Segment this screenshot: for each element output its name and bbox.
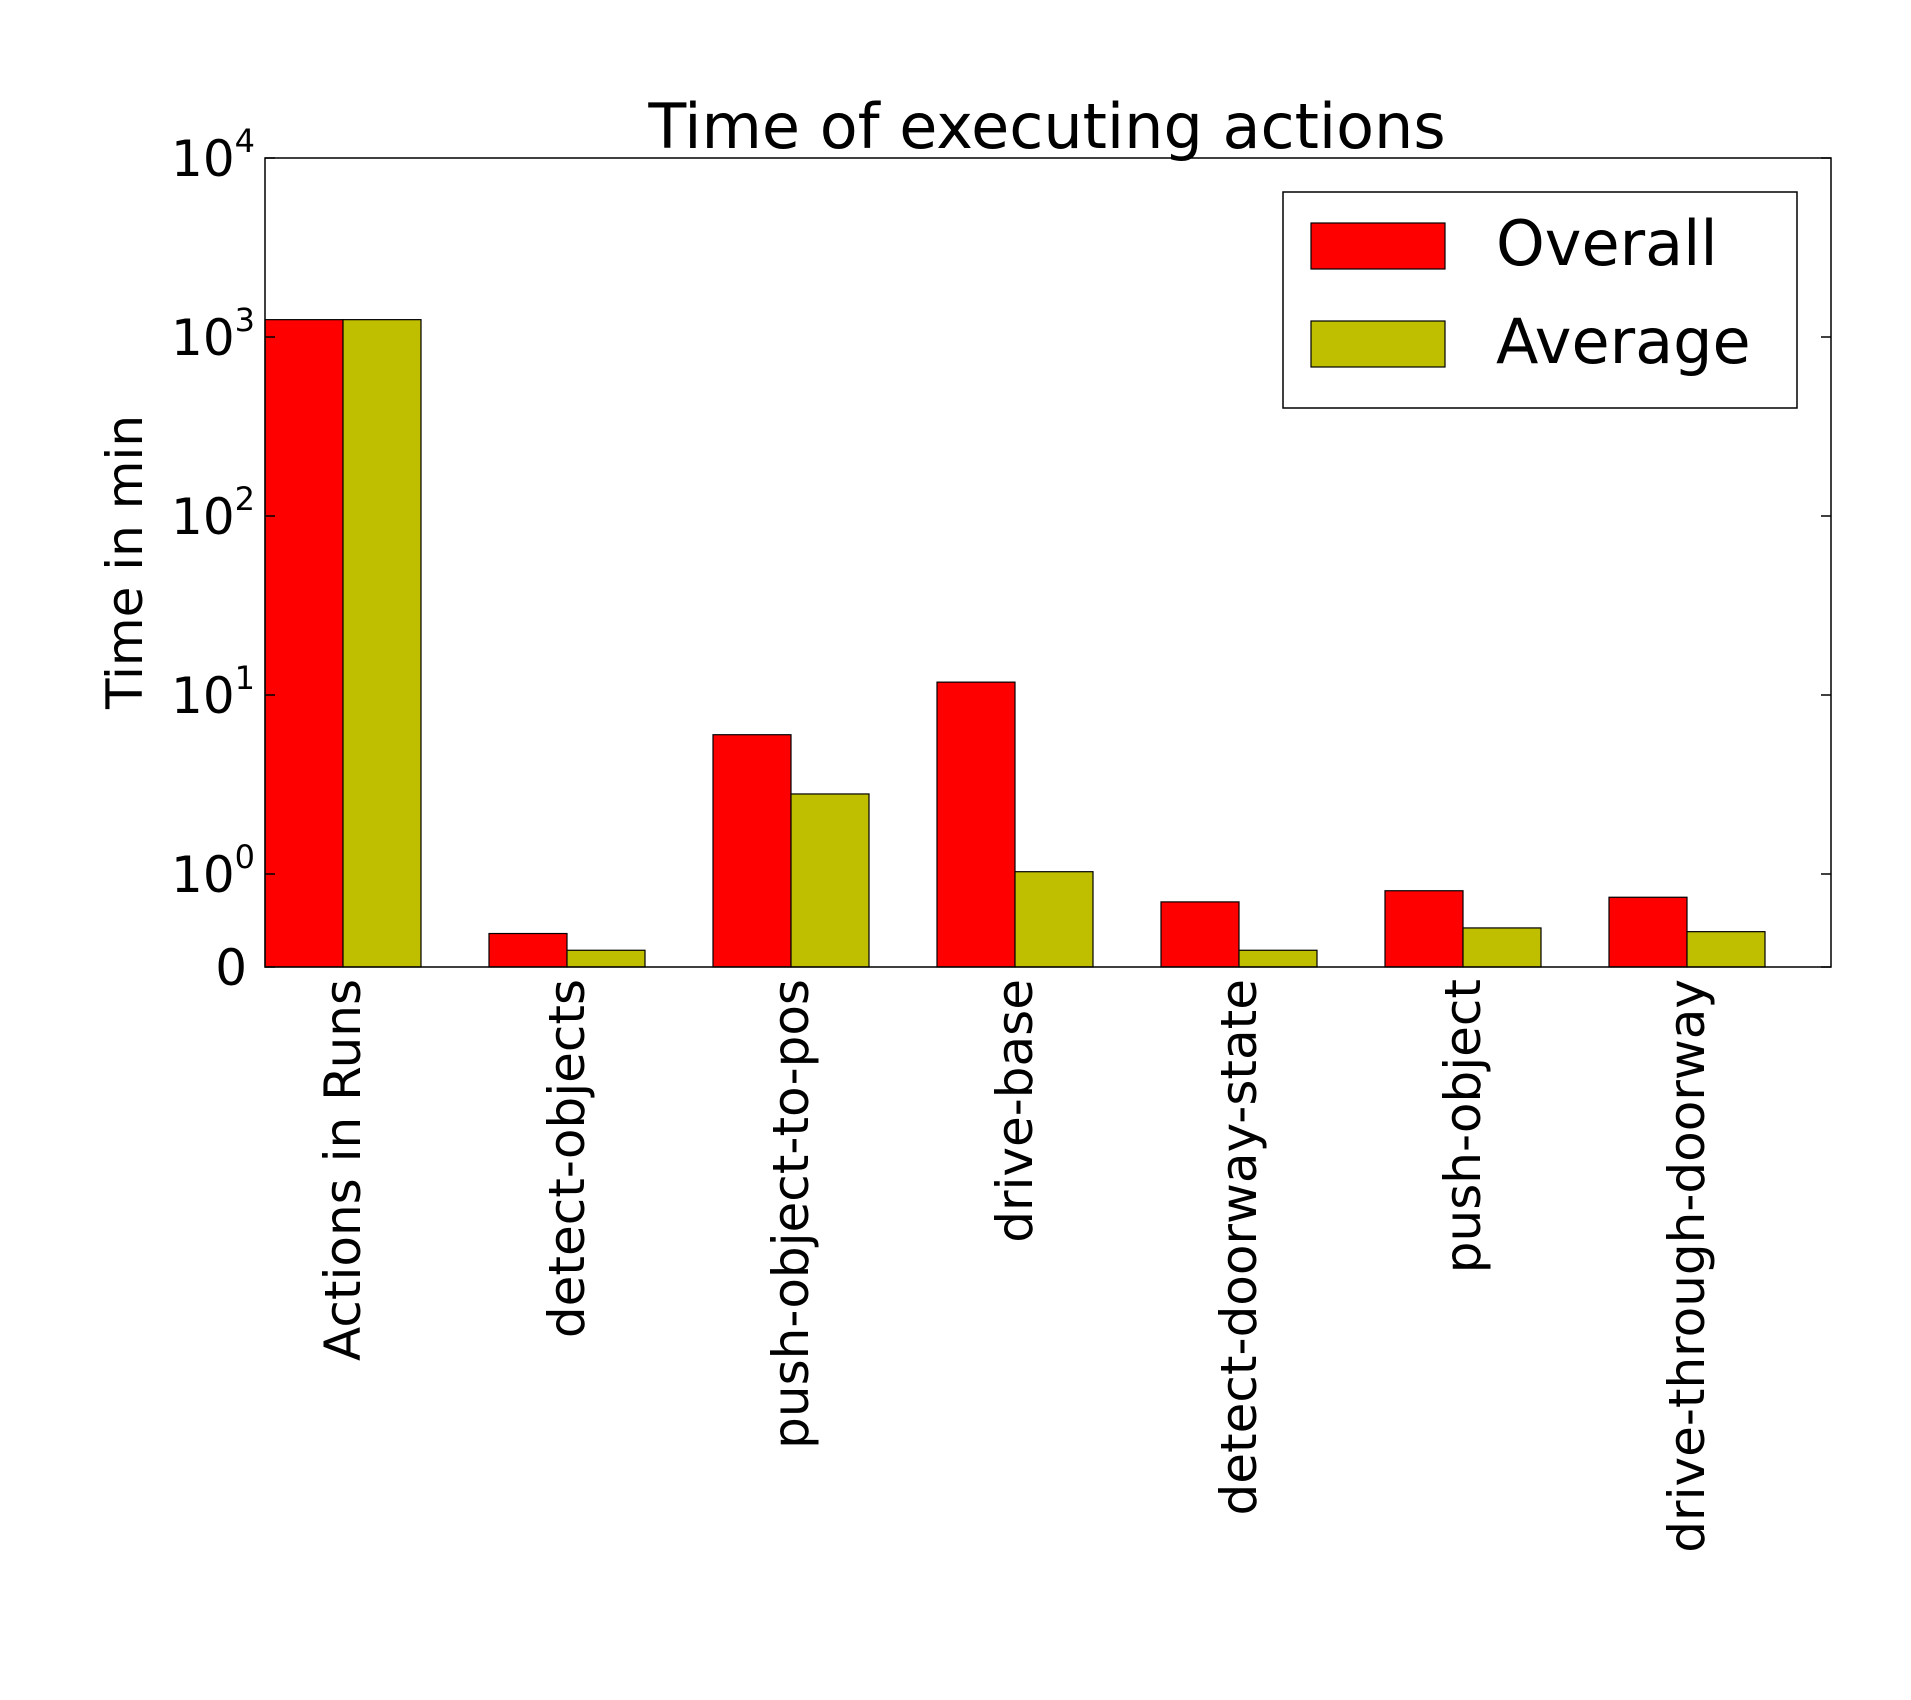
bars-layer: Actions in Runs detect-objects push-object…: [264, 319, 1766, 1553]
y-tick-base: 10: [171, 130, 235, 188]
y-tick-label-1: 100: [171, 838, 255, 904]
bar-average-6: [1686, 931, 1766, 968]
legend-label-overall: Overall: [1496, 207, 1718, 280]
legend-swatch-average: [1310, 320, 1446, 368]
y-tick-base: 10: [171, 309, 235, 367]
y-tick-exponent: 1: [235, 659, 255, 697]
chart-title: Time of executing actions: [647, 90, 1445, 163]
y-tick-exponent: 0: [235, 838, 255, 876]
y-tick-exponent: 2: [235, 480, 255, 518]
y-tick-label-3: 102: [171, 480, 255, 546]
legend-label-average: Average: [1496, 305, 1751, 378]
bar-overall-4: [1160, 901, 1240, 968]
y-tick-label-0: 0: [215, 939, 247, 997]
x-tick-label-2: push-object-to-pos: [762, 979, 820, 1449]
x-tick-label-1: detect-objects: [538, 979, 596, 1338]
bar-average-5: [1462, 927, 1542, 968]
x-tick-label-3: drive-base: [986, 979, 1044, 1243]
legend-swatch-overall: [1310, 222, 1446, 270]
y-tick-base: 0: [215, 939, 247, 997]
x-tick-label-6: drive-through-doorway: [1658, 979, 1716, 1553]
bar-average-4: [1238, 949, 1318, 968]
y-tick-base: 10: [171, 846, 235, 904]
y-tick-base: 10: [171, 667, 235, 725]
bar-overall-0: [264, 319, 344, 968]
plot-area-frame: [264, 157, 1832, 968]
y-tick-base: 10: [171, 488, 235, 546]
bar-overall-5: [1384, 890, 1464, 968]
bar-average-2: [790, 793, 870, 968]
y-tick-label-5: 104: [171, 122, 255, 188]
y-tick-label-4: 103: [171, 301, 255, 367]
bar-overall-3: [936, 681, 1016, 968]
x-tick-label-4: detect-doorway-state: [1210, 979, 1268, 1515]
bar-overall-2: [712, 734, 792, 968]
bar-overall-6: [1608, 896, 1688, 968]
legend: Overall Average: [1282, 191, 1798, 409]
x-tick-label-5: push-object: [1434, 979, 1492, 1273]
bar-overall-1: [488, 932, 568, 968]
y-tick-label-2: 101: [171, 659, 255, 725]
y-tick-exponent: 4: [235, 122, 255, 160]
bar-average-1: [566, 949, 646, 968]
bar-average-0: [342, 319, 422, 968]
x-tick-label-0: Actions in Runs: [314, 979, 372, 1361]
y-tick-exponent: 3: [235, 301, 255, 339]
bar-average-3: [1014, 871, 1094, 968]
y-axis-label: Time in min: [96, 415, 154, 710]
